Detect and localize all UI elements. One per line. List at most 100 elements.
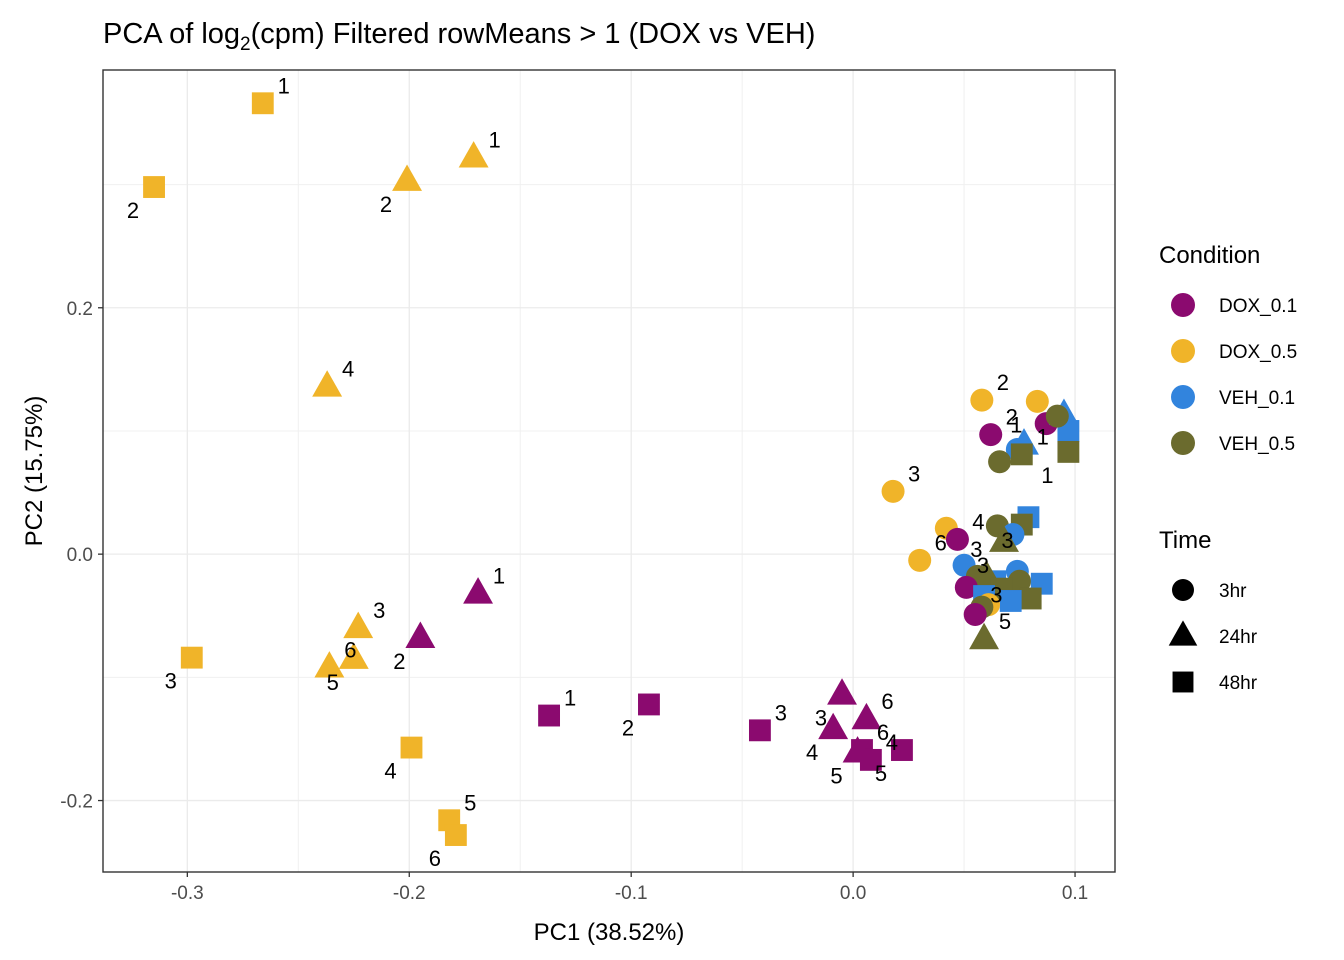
point-label: 2 [127,198,139,223]
y-tick-label: 0.2 [67,299,93,320]
point-label: 4 [384,759,396,784]
point-label: 3 [815,706,827,731]
data-point [638,693,660,716]
x-tick-label: 0.0 [840,883,866,904]
point-label: 1 [1037,424,1049,449]
data-points [143,92,1080,846]
y-axis-title: PC2 (15.75%) [21,396,48,547]
data-point [979,423,1003,447]
data-point [963,603,987,627]
data-point [444,824,467,846]
data-point [392,164,422,191]
legend-time-swatch [1172,579,1194,601]
data-point [908,548,932,572]
data-point [458,141,489,168]
data-point [400,736,423,759]
data-point [1019,587,1042,610]
point-label: 1 [564,686,576,711]
data-point [1008,569,1032,593]
point-label: 3 [970,537,982,562]
data-point [891,739,913,761]
point-label: 2 [393,649,405,674]
axes: -0.3 -0.2 -0.1 0.0 0.1 -0.2 0.0 0.2 [60,299,1088,904]
data-point [1045,404,1069,428]
point-label: 5 [327,670,339,695]
data-point [463,577,494,604]
legend-condition-label: DOX_0.1 [1219,296,1297,317]
point-label: 1 [278,73,290,98]
x-axis-title: PC1 (38.52%) [534,919,685,946]
data-point [748,719,771,742]
legend-condition-swatch [1171,431,1195,455]
point-label: 1 [488,127,500,152]
point-label: 1 [1041,463,1053,488]
point-label: 4 [806,740,818,765]
data-point [143,176,165,198]
point-label: 4 [972,509,984,534]
legend-condition-label: VEH_0.5 [1219,434,1295,455]
data-point [1025,389,1049,413]
legend-condition-title: Condition [1159,242,1260,269]
point-label: 5 [464,790,476,815]
data-point [1010,443,1033,466]
data-point [989,525,1019,552]
legend-condition-label: DOX_0.5 [1219,342,1297,363]
point-label: 4 [342,357,354,382]
data-point [180,646,203,669]
legend-time-swatch [1168,620,1198,646]
y-tick-label: -0.2 [60,792,93,813]
data-point [945,527,969,551]
data-point [842,736,873,763]
point-label: 5 [830,764,842,789]
x-tick-label: -0.3 [171,883,204,904]
chart-title: PCA of log2(cpm) Filtered rowMeans > 1 (… [103,18,815,55]
data-point [251,92,274,115]
data-point [1057,440,1080,463]
data-point [818,712,849,740]
point-label: 6 [881,689,893,714]
data-point [851,702,882,730]
point-label: 2 [380,192,392,217]
point-label: 5 [875,761,887,786]
data-point [314,651,345,678]
x-tick-label: 0.1 [1062,883,1088,904]
data-point [988,450,1012,474]
point-label: 4 [886,730,898,755]
point-label: 3 [990,582,1002,607]
legend-condition-swatch [1171,293,1195,317]
point-label: 6 [429,846,441,871]
legend-time-label: 48hr [1219,673,1258,694]
legend-time-title: Time [1159,527,1211,554]
x-tick-label: -0.2 [393,883,426,904]
data-point [538,704,561,727]
point-label: 1 [493,564,505,589]
y-tick-label: 0.0 [67,545,93,566]
point-label: 6 [877,720,889,745]
legend-condition-label: VEH_0.1 [1219,388,1295,409]
data-point [338,642,369,669]
point-label: 5 [999,609,1011,634]
data-point [405,621,436,648]
data-point [999,590,1022,612]
x-tick-label: -0.1 [615,883,648,904]
point-label: 3 [165,669,177,694]
point-label: 3 [1001,528,1013,553]
legend-time-label: 3hr [1219,581,1247,602]
data-point [827,678,857,705]
legend-condition-swatch [1171,385,1195,409]
grid [103,70,1115,872]
legend-time-label: 24hr [1219,627,1258,648]
point-label: 3 [977,553,989,578]
point-label: 6 [344,637,356,662]
point-label: 2 [622,715,634,740]
point-label: 3 [908,461,920,486]
point-label: 2 [997,370,1009,395]
point-label: 3 [373,598,385,623]
data-point [969,622,1000,650]
data-point [954,575,978,599]
data-point [970,388,994,412]
data-point [881,479,905,503]
point-label: 6 [935,530,947,555]
